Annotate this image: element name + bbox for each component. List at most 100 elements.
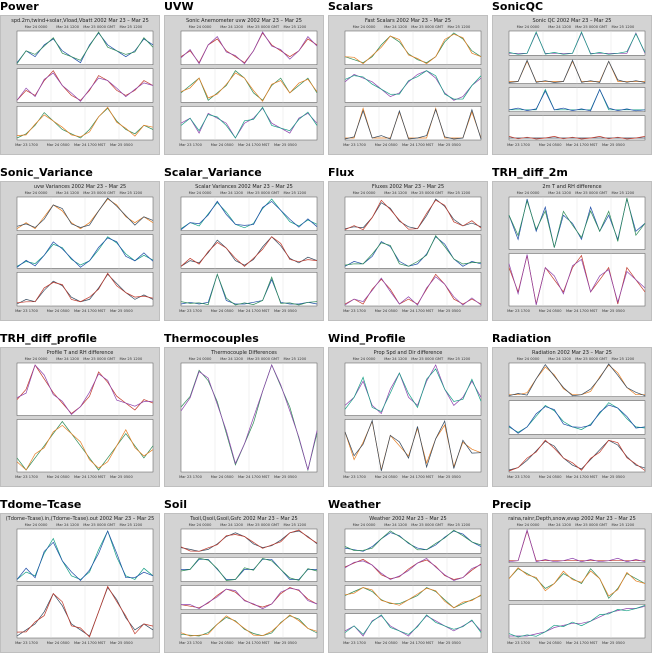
- x-bottom-tick-label: Mar 23 1700: [343, 309, 366, 313]
- x-top-tick-label: Mar 25 0000 GMT: [575, 25, 608, 29]
- x-bottom-tick-label: Mar 24 1700 MST: [74, 143, 106, 147]
- plot-tile-label[interactable]: Weather: [328, 498, 381, 511]
- x-bottom-tick-label: Mar 24 0500: [47, 641, 70, 645]
- series-line: [344, 419, 482, 472]
- x-bottom-tick-label: Mar 25 0500: [274, 143, 297, 147]
- plot-tile[interactable]: Tdome–Tcase (Tdome–Tcase).in,(Tdome–Tcase…: [0, 498, 160, 660]
- plot-tile[interactable]: Thermocouples Thermocouple Differences Mar…: [164, 332, 324, 494]
- plot-tile-label[interactable]: Scalar_Variance: [164, 166, 262, 179]
- plot-thumbnail[interactable]: raina,rainr,Depth,snow,evap 2002 Mar 23 …: [492, 513, 652, 653]
- plot-tile[interactable]: Flux Fluxes 2002 Mar 23 – Mar 25 Mar 24 00…: [328, 166, 488, 328]
- plot-thumbnail[interactable]: Sonic Anemometer uvw 2002 Mar 23 – Mar 2…: [164, 15, 324, 155]
- x-top-tick-label: Mar 24 1200: [548, 523, 571, 527]
- plot-thumbnail[interactable]: Prop Spd and Dir difference Mar 24 0000 Ma…: [328, 347, 488, 487]
- plot-thumbnail[interactable]: Fluxes 2002 Mar 23 – Mar 25 Mar 24 0000 Ma…: [328, 181, 488, 321]
- x-bottom-tick-label: Mar 25 0500: [438, 143, 461, 147]
- series-line: [509, 605, 646, 637]
- x-top-tick-label: Mar 24 1200: [384, 25, 407, 29]
- plot-tile[interactable]: UVW Sonic Anemometer uvw 2002 Mar 23 – Ma…: [164, 0, 324, 162]
- plot-tile-label[interactable]: Sonic_Variance: [0, 166, 93, 179]
- series-line: [16, 530, 154, 582]
- x-top-tick-label: Mar 24 1200: [548, 25, 571, 29]
- plot-thumbnail[interactable]: Scalar Variances 2002 Mar 23 – Mar 25 Mar…: [164, 181, 324, 321]
- plot-tile[interactable]: Precip raina,rainr,Depth,snow,evap 2002 M…: [492, 498, 652, 660]
- chart-title: Profile T and RH difference: [47, 350, 114, 356]
- plot-tile-label[interactable]: TRH_diff_2m: [492, 166, 568, 179]
- x-bottom-tick-label: Mar 24 1700 MST: [74, 309, 106, 313]
- x-bottom-tick-label: Mar 23 1700: [507, 143, 530, 147]
- plot-thumbnail[interactable]: spd.2m,twind+solar,Vload,Vbatt 2002 Mar …: [0, 15, 160, 155]
- series-line: [180, 530, 318, 552]
- plot-tile-label[interactable]: SonicQC: [492, 0, 544, 13]
- plot-tile[interactable]: TRH_diff_profile Profile T and RH differe…: [0, 332, 160, 494]
- plot-thumbnail[interactable]: Radiation 2002 Mar 23 – Mar 25 Mar 24 000…: [492, 347, 652, 487]
- x-top-tick-label: Mar 25 1200: [447, 357, 470, 361]
- x-bottom-tick-label: Mar 24 1700 MST: [238, 475, 270, 479]
- series-line: [16, 237, 154, 268]
- x-bottom-tick-label: Mar 24 1700 MST: [238, 309, 270, 313]
- plot-thumbnail[interactable]: Thermocouple Differences Mar 24 0000 Mar 2…: [164, 347, 324, 487]
- plot-tile[interactable]: Scalar_Variance Scalar Variances 2002 Mar…: [164, 166, 324, 328]
- series-line: [180, 364, 318, 471]
- chart-title: uvw Variances 2002 Mar 23 – Mar 25: [34, 184, 126, 190]
- x-bottom-tick-label: Mar 24 1700 MST: [566, 309, 598, 313]
- plot-tile[interactable]: Power spd.2m,twind+solar,Vload,Vbatt 2002…: [0, 0, 160, 162]
- plot-tile[interactable]: Radiation Radiation 2002 Mar 23 – Mar 25 M…: [492, 332, 652, 494]
- plot-thumbnail[interactable]: Sonic QC 2002 Mar 23 – Mar 25 Mar 24 0000…: [492, 15, 652, 155]
- plot-thumbnail[interactable]: Fast Scalars 2002 Mar 23 – Mar 25 Mar 24 …: [328, 15, 488, 155]
- plot-tile-label[interactable]: Wind_Profile: [328, 332, 406, 345]
- series-line: [344, 587, 482, 609]
- plot-tile[interactable]: Wind_Profile Prop Spd and Dir difference M…: [328, 332, 488, 494]
- x-bottom-tick-label: Mar 24 1700 MST: [566, 641, 598, 645]
- plot-tile-label[interactable]: Tdome–Tcase: [0, 498, 82, 511]
- x-top-tick-label: Mar 24 1200: [548, 191, 571, 195]
- plot-thumbnail[interactable]: Weather 2002 Mar 23 – Mar 25 Mar 24 0000 M…: [328, 513, 488, 653]
- series-line: [180, 198, 318, 229]
- series-line: [508, 404, 646, 434]
- plot-thumbnail[interactable]: uvw Variances 2002 Mar 23 – Mar 25 Mar 24…: [0, 181, 160, 321]
- chart-title: Fast Scalars 2002 Mar 23 – Mar 25: [365, 18, 451, 24]
- series-line: [16, 198, 154, 230]
- x-bottom-tick-label: Mar 23 1700: [15, 475, 38, 479]
- plot-thumbnail[interactable]: (Tdome–Tcase).in,(Tdome–Tcase).out 2002 …: [0, 513, 160, 653]
- series-line: [16, 364, 154, 414]
- plot-tile-label[interactable]: Scalars: [328, 0, 374, 13]
- x-top-tick-label: Mar 24 1200: [220, 357, 243, 361]
- plot-tile-label[interactable]: Power: [0, 0, 39, 13]
- x-bottom-tick-label: Mar 23 1700: [179, 143, 202, 147]
- x-top-tick-label: Mar 25 0000 GMT: [411, 523, 444, 527]
- x-bottom-tick-label: Mar 24 0500: [539, 475, 562, 479]
- plot-tile-label[interactable]: Radiation: [492, 332, 552, 345]
- x-bottom-tick-label: Mar 25 0500: [274, 641, 297, 645]
- x-top-tick-label: Mar 25 0000 GMT: [247, 357, 280, 361]
- x-top-tick-label: Mar 24 0000: [189, 191, 212, 195]
- series-line: [180, 72, 318, 102]
- plot-tile[interactable]: TRH_diff_2m 2m T and RH difference Mar 24 …: [492, 166, 652, 328]
- series-line: [180, 364, 318, 472]
- x-bottom-tick-label: Mar 24 1700 MST: [74, 641, 106, 645]
- x-bottom-tick-label: Mar 23 1700: [343, 143, 366, 147]
- plot-tile[interactable]: SonicQC Sonic QC 2002 Mar 23 – Mar 25 Mar …: [492, 0, 652, 162]
- plot-tile-label[interactable]: Precip: [492, 498, 532, 511]
- chart-title: Prop Spd and Dir difference: [374, 350, 443, 356]
- plot-tile[interactable]: Soil Tsoil,Qsoil,Gsoil,Gsfc 2002 Mar 23 –…: [164, 498, 324, 660]
- plot-thumbnail[interactable]: 2m T and RH difference Mar 24 0000 Mar 24 …: [492, 181, 652, 321]
- x-bottom-tick-label: Mar 25 0500: [110, 143, 133, 147]
- plot-thumbnail[interactable]: Profile T and RH difference Mar 24 0000 Ma…: [0, 347, 160, 487]
- plot-thumbnail[interactable]: Tsoil,Qsoil,Gsoil,Gsfc 2002 Mar 23 – Mar…: [164, 513, 324, 653]
- plot-tile-label[interactable]: Thermocouples: [164, 332, 259, 345]
- plot-tile-label[interactable]: UVW: [164, 0, 194, 13]
- plot-tile[interactable]: Scalars Fast Scalars 2002 Mar 23 – Mar 25…: [328, 0, 488, 162]
- series-line: [344, 236, 482, 267]
- x-bottom-tick-label: Mar 25 0500: [602, 475, 625, 479]
- plot-tile[interactable]: Weather Weather 2002 Mar 23 – Mar 25 Mar 2…: [328, 498, 488, 660]
- x-bottom-tick-label: Mar 24 0500: [211, 143, 234, 147]
- plot-tile-label[interactable]: Flux: [328, 166, 355, 179]
- plot-tile-label[interactable]: TRH_diff_profile: [0, 332, 97, 345]
- plot-tile-label[interactable]: Soil: [164, 498, 188, 511]
- x-top-tick-label: Mar 24 0000: [25, 357, 48, 361]
- series-line: [344, 558, 482, 580]
- x-top-tick-label: Mar 25 1200: [283, 25, 306, 29]
